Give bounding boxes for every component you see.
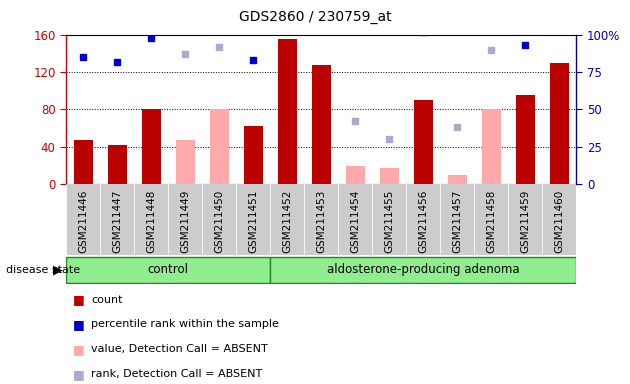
Text: ■: ■: [72, 293, 84, 306]
Bar: [270, 184, 304, 255]
Bar: [372, 184, 406, 255]
Text: GSM211447: GSM211447: [112, 189, 122, 253]
Text: ■: ■: [72, 343, 84, 356]
Bar: [168, 184, 202, 255]
Bar: [66, 257, 270, 283]
Text: GSM211450: GSM211450: [214, 189, 224, 253]
Bar: [440, 184, 474, 255]
Text: GSM211452: GSM211452: [282, 189, 292, 253]
Bar: [474, 184, 508, 255]
Bar: [312, 65, 331, 184]
Text: rank, Detection Call = ABSENT: rank, Detection Call = ABSENT: [91, 369, 263, 379]
Bar: [236, 184, 270, 255]
Text: GSM211455: GSM211455: [384, 189, 394, 253]
Text: GSM211460: GSM211460: [554, 189, 564, 253]
Text: GSM211459: GSM211459: [520, 189, 530, 253]
Text: control: control: [147, 263, 189, 276]
Text: ■: ■: [72, 368, 84, 381]
Text: GSM211453: GSM211453: [316, 189, 326, 253]
Text: count: count: [91, 295, 123, 305]
Bar: [338, 184, 372, 255]
Bar: [270, 257, 576, 283]
Bar: [448, 175, 467, 184]
Text: percentile rank within the sample: percentile rank within the sample: [91, 319, 279, 329]
Text: GSM211449: GSM211449: [180, 189, 190, 253]
Text: GSM211451: GSM211451: [248, 189, 258, 253]
Text: ■: ■: [72, 318, 84, 331]
Bar: [516, 95, 535, 184]
Bar: [74, 140, 93, 184]
Text: aldosterone-producing adenoma: aldosterone-producing adenoma: [327, 263, 520, 276]
Bar: [66, 184, 100, 255]
Text: GDS2860 / 230759_at: GDS2860 / 230759_at: [239, 10, 391, 23]
Bar: [176, 140, 195, 184]
Bar: [508, 184, 542, 255]
Bar: [210, 109, 229, 184]
Text: GSM211454: GSM211454: [350, 189, 360, 253]
Bar: [542, 184, 576, 255]
Bar: [244, 126, 263, 184]
Text: GSM211456: GSM211456: [418, 189, 428, 253]
Bar: [142, 109, 161, 184]
Bar: [134, 184, 168, 255]
Text: value, Detection Call = ABSENT: value, Detection Call = ABSENT: [91, 344, 268, 354]
Bar: [482, 109, 501, 184]
Text: disease state: disease state: [6, 265, 81, 275]
Bar: [100, 184, 134, 255]
Text: GSM211457: GSM211457: [452, 189, 462, 253]
Text: GSM211448: GSM211448: [146, 189, 156, 253]
Bar: [278, 39, 297, 184]
Bar: [202, 184, 236, 255]
Bar: [346, 166, 365, 184]
Bar: [108, 145, 127, 184]
Text: GSM211458: GSM211458: [486, 189, 496, 253]
Text: GSM211446: GSM211446: [78, 189, 88, 253]
Bar: [414, 100, 433, 184]
Bar: [380, 169, 399, 184]
Bar: [304, 184, 338, 255]
Text: ▶: ▶: [54, 263, 63, 276]
Bar: [406, 184, 440, 255]
Bar: [550, 63, 569, 184]
